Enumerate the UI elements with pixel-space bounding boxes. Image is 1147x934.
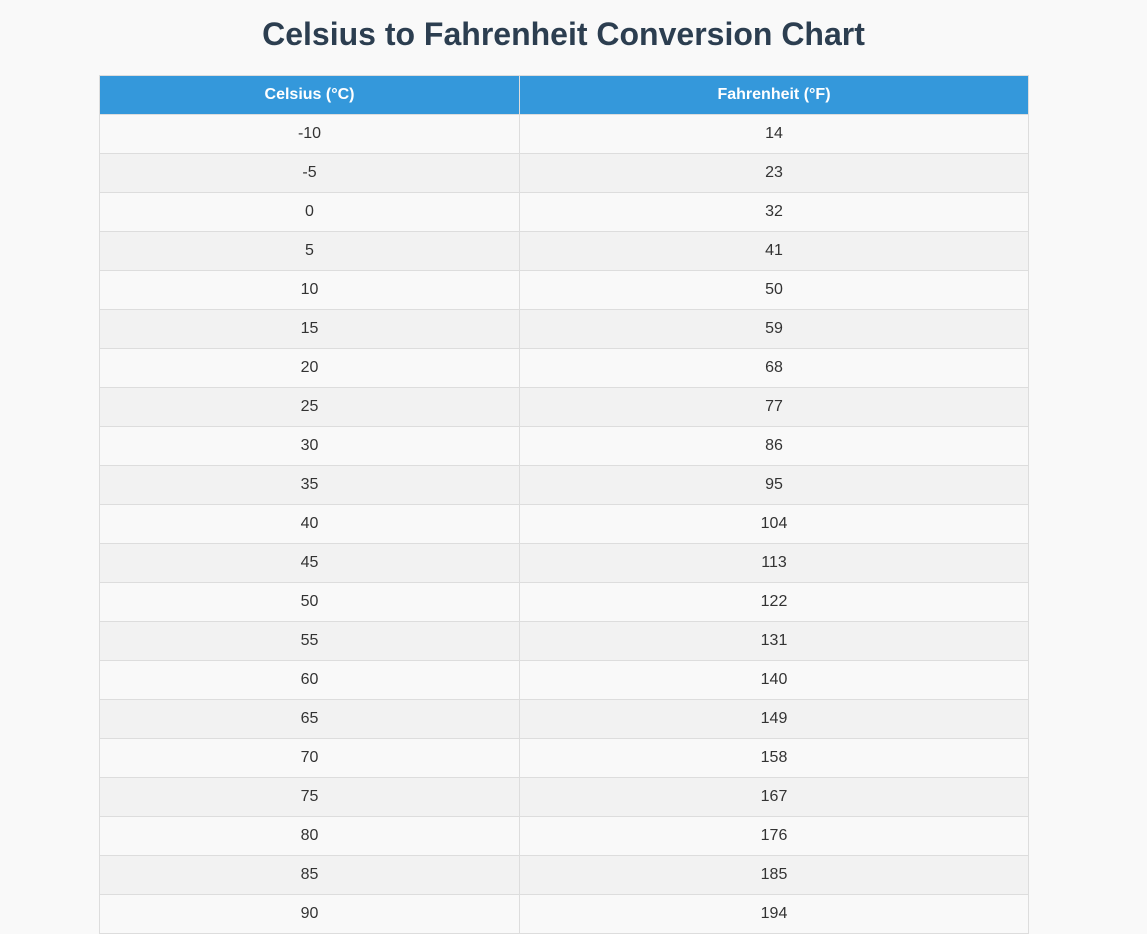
table-row: 65 149 bbox=[99, 699, 1029, 739]
celsius-cell: 35 bbox=[99, 465, 520, 505]
table-row: 80 176 bbox=[99, 816, 1029, 856]
fahrenheit-cell: 158 bbox=[519, 738, 1029, 778]
table-row: 55 131 bbox=[99, 621, 1029, 661]
celsius-cell: 65 bbox=[99, 699, 520, 739]
celsius-cell: 90 bbox=[99, 894, 520, 934]
fahrenheit-cell: 50 bbox=[519, 270, 1029, 310]
table-row: 5 41 bbox=[99, 231, 1029, 271]
fahrenheit-cell: 59 bbox=[519, 309, 1029, 349]
fahrenheit-cell: 167 bbox=[519, 777, 1029, 817]
celsius-cell: 60 bbox=[99, 660, 520, 700]
fahrenheit-cell: 176 bbox=[519, 816, 1029, 856]
celsius-cell: -10 bbox=[99, 114, 520, 154]
fahrenheit-cell: 185 bbox=[519, 855, 1029, 895]
celsius-cell: 25 bbox=[99, 387, 520, 427]
fahrenheit-cell: 68 bbox=[519, 348, 1029, 388]
celsius-cell: -5 bbox=[99, 153, 520, 193]
fahrenheit-cell: 14 bbox=[519, 114, 1029, 154]
conversion-table: Celsius (°C) Fahrenheit (°F) -10 14 -5 23 0 3… bbox=[99, 75, 1029, 934]
celsius-cell: 15 bbox=[99, 309, 520, 349]
table-row: 10 50 bbox=[99, 270, 1029, 310]
celsius-cell: 40 bbox=[99, 504, 520, 544]
fahrenheit-cell: 194 bbox=[519, 894, 1029, 934]
fahrenheit-cell: 104 bbox=[519, 504, 1029, 544]
fahrenheit-cell: 149 bbox=[519, 699, 1029, 739]
table-row: -10 14 bbox=[99, 114, 1029, 154]
fahrenheit-cell: 86 bbox=[519, 426, 1029, 466]
table-row: 45 113 bbox=[99, 543, 1029, 583]
table-header-row: Celsius (°C) Fahrenheit (°F) bbox=[99, 75, 1029, 115]
fahrenheit-cell: 131 bbox=[519, 621, 1029, 661]
fahrenheit-cell: 122 bbox=[519, 582, 1029, 622]
fahrenheit-cell: 77 bbox=[519, 387, 1029, 427]
celsius-cell: 20 bbox=[99, 348, 520, 388]
celsius-column-header: Celsius (°C) bbox=[99, 75, 520, 115]
page-title: Celsius to Fahrenheit Conversion Chart bbox=[262, 16, 865, 52]
fahrenheit-cell: 41 bbox=[519, 231, 1029, 271]
celsius-cell: 10 bbox=[99, 270, 520, 310]
celsius-cell: 45 bbox=[99, 543, 520, 583]
conversion-table-container: Celsius (°C) Fahrenheit (°F) -10 14 -5 23 0 3… bbox=[99, 75, 1029, 934]
fahrenheit-cell: 140 bbox=[519, 660, 1029, 700]
table-row: 0 32 bbox=[99, 192, 1029, 232]
celsius-cell: 85 bbox=[99, 855, 520, 895]
table-row: 15 59 bbox=[99, 309, 1029, 349]
table-row: 20 68 bbox=[99, 348, 1029, 388]
celsius-cell: 80 bbox=[99, 816, 520, 856]
fahrenheit-column-header: Fahrenheit (°F) bbox=[519, 75, 1029, 115]
table-row: 90 194 bbox=[99, 894, 1029, 934]
table-row: 40 104 bbox=[99, 504, 1029, 544]
table-row: 25 77 bbox=[99, 387, 1029, 427]
table-row: 60 140 bbox=[99, 660, 1029, 700]
celsius-cell: 0 bbox=[99, 192, 520, 232]
celsius-cell: 50 bbox=[99, 582, 520, 622]
table-row: 70 158 bbox=[99, 738, 1029, 778]
fahrenheit-cell: 32 bbox=[519, 192, 1029, 232]
celsius-cell: 30 bbox=[99, 426, 520, 466]
celsius-cell: 75 bbox=[99, 777, 520, 817]
table-body: -10 14 -5 23 0 32 5 41 10 50 15 59 20 68 25 77 30 86 35 95 4… bbox=[99, 114, 1029, 934]
table-row: -5 23 bbox=[99, 153, 1029, 193]
fahrenheit-cell: 23 bbox=[519, 153, 1029, 193]
table-row: 85 185 bbox=[99, 855, 1029, 895]
fahrenheit-cell: 113 bbox=[519, 543, 1029, 583]
table-row: 50 122 bbox=[99, 582, 1029, 622]
table-row: 35 95 bbox=[99, 465, 1029, 505]
celsius-cell: 55 bbox=[99, 621, 520, 661]
fahrenheit-cell: 95 bbox=[519, 465, 1029, 505]
table-row: 30 86 bbox=[99, 426, 1029, 466]
celsius-cell: 70 bbox=[99, 738, 520, 778]
celsius-cell: 5 bbox=[99, 231, 520, 271]
table-row: 75 167 bbox=[99, 777, 1029, 817]
